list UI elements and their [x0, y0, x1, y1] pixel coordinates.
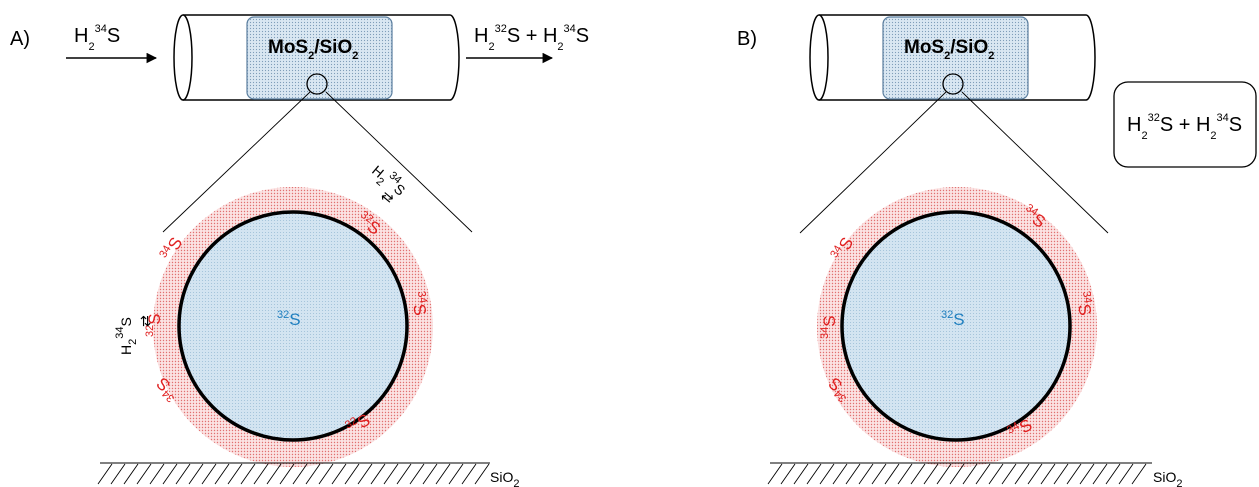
reactor-label-b: MoS2/SiO2 [904, 37, 994, 62]
panel-a: A) H234S MoS2/SiO2 H232S + H234S 32S 32S… [10, 14, 589, 487]
substrate-label-b: SiO2 [1153, 469, 1182, 487]
shell-isotope-left-a: 32S [144, 313, 164, 337]
gas-exchange-left-a: H234S [114, 317, 139, 355]
product-box-b [1113, 81, 1257, 168]
core-isotope-a: 32S [277, 309, 301, 329]
substrate-b [767, 462, 1152, 485]
panel-b-label: B) [737, 28, 757, 50]
reactor-tube-b: MoS2/SiO2 [809, 14, 1096, 101]
shell-isotope-right-b: 34S [1072, 290, 1096, 317]
substrate-a [97, 462, 490, 485]
zoom-line-right-a [325, 91, 473, 233]
panel-b: B) MoS2/SiO2 H232S + H234S 32S 34S 34S 3… [737, 14, 1257, 487]
core-isotope-b: 32S [941, 309, 965, 329]
shell-isotope-left-b: 34S [819, 315, 839, 339]
inlet-formula: H234S [74, 23, 120, 53]
zoom-line-right-b [961, 91, 1109, 234]
panel-a-label: A) [10, 28, 30, 50]
product-box-formula-b: H232S + H234S [1127, 112, 1242, 142]
particle-core-b [840, 210, 1072, 442]
outlet-formula: H232S + H234S [474, 23, 589, 53]
reactor-label-a: MoS2/SiO2 [268, 37, 358, 62]
exchange-arrows-left-a: ⇄ [137, 315, 153, 327]
shell-isotope-right-a: 34S [407, 290, 431, 317]
zoom-line-left-a [162, 91, 311, 233]
substrate-label-a: SiO2 [490, 469, 519, 487]
zoom-line-left-b [799, 91, 947, 234]
reactor-tube-a: MoS2/SiO2 [173, 14, 460, 101]
particle-core-a [177, 210, 409, 442]
